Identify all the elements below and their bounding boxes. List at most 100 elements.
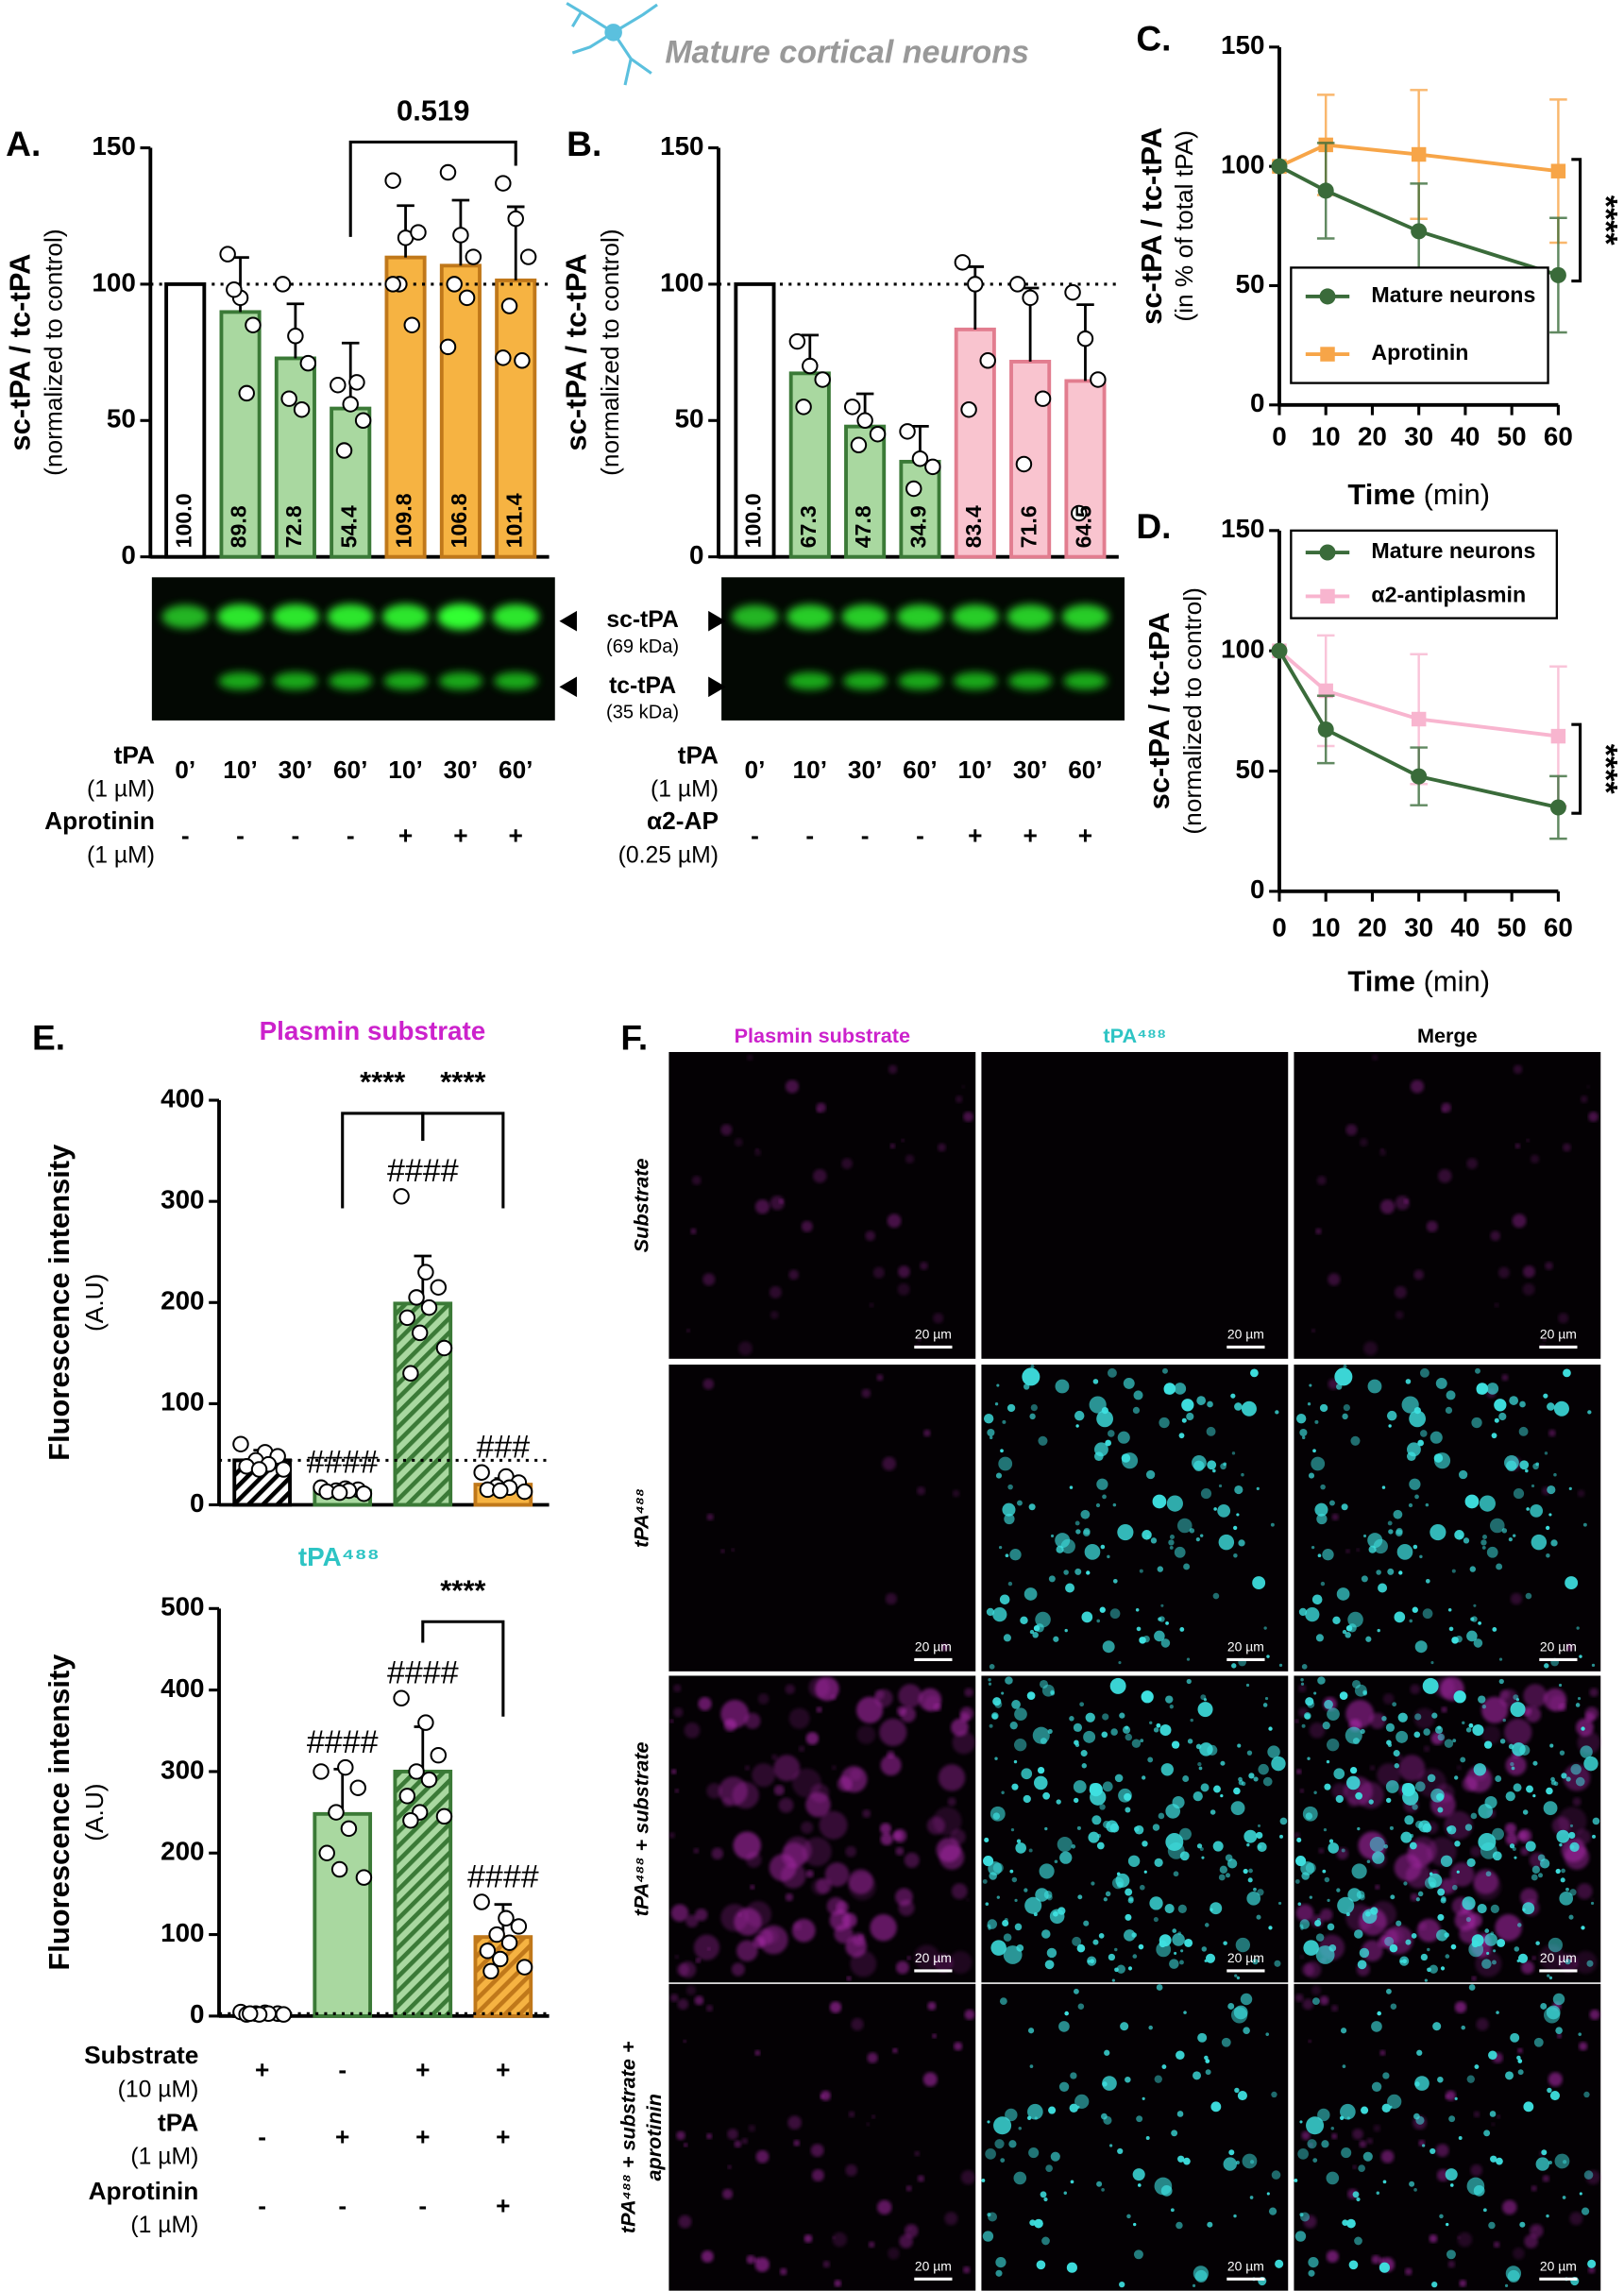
substrate-signal (872, 1266, 885, 1279)
tpa-signal (1339, 1691, 1348, 1700)
tpa-signal (1547, 1485, 1556, 1495)
tpa-signal (1466, 2177, 1485, 2196)
condition-sublabel: (1 µM) (651, 777, 719, 803)
substrate-signal (1319, 1995, 1329, 2006)
tpa-signal (1582, 1522, 1587, 1527)
panel-label: B. (567, 124, 601, 163)
tpa-signal (1274, 1960, 1281, 1967)
tpa-signal (1301, 1663, 1308, 1670)
tpa-signal (1547, 2087, 1552, 2094)
tpa-signal (1168, 1539, 1175, 1546)
tpa-signal (1510, 1761, 1514, 1767)
substrate-signal (1395, 1310, 1404, 1319)
tpa-signal (1159, 1723, 1172, 1737)
tpa-signal (1473, 1604, 1477, 1607)
substrate-signal (801, 1220, 813, 1232)
significance-label: **** (1587, 195, 1623, 246)
tpa-signal (1182, 1775, 1190, 1782)
substrate-signal (1356, 1548, 1360, 1552)
tpa-signal (1317, 2108, 1330, 2122)
tpa-signal (1223, 1941, 1227, 1945)
tpa-signal (1307, 1756, 1311, 1760)
blot-band (327, 603, 374, 630)
substrate-signal (811, 2169, 824, 2182)
tpa-signal (1478, 1621, 1481, 1625)
tpa-signal (1591, 1663, 1596, 1668)
tpa-signal (1073, 1780, 1087, 1793)
condition-value: - (338, 2056, 347, 2084)
substrate-signal (706, 2133, 713, 2140)
substrate-signal (1352, 2164, 1357, 2169)
substrate-signal (1505, 1832, 1518, 1846)
tpa-signal (1342, 2064, 1346, 2068)
substrate-signal (1331, 1783, 1347, 1799)
tpa-signal (1581, 1726, 1585, 1731)
substrate-signal (808, 1676, 830, 1699)
substrate-signal (727, 2129, 738, 2140)
x-tick-label: 30 (1404, 422, 1433, 451)
substrate-signal (793, 2140, 801, 2147)
tpa-signal (1316, 1513, 1328, 1525)
blot-band (787, 604, 834, 630)
substrate-signal (1495, 1914, 1522, 1942)
y-axis-label: sc-tPA / tc-tPA (560, 254, 593, 451)
substrate-signal (1531, 2185, 1537, 2192)
tpa-signal (1453, 1690, 1466, 1704)
tpa-signal (1070, 2180, 1074, 2184)
blot-band (952, 604, 999, 630)
tpa-signal (1003, 1933, 1012, 1942)
tpa-signal (1555, 2027, 1563, 2034)
tpa-signal (1335, 1383, 1343, 1390)
tpa-signal (1237, 2091, 1247, 2101)
tpa-signal (1483, 1740, 1493, 1749)
substrate-signal (805, 1791, 831, 1818)
tpa-signal (1377, 2011, 1381, 2016)
tpa-signal (1004, 1918, 1008, 1922)
substrate-signal (898, 1265, 910, 1279)
tpa-signal (1478, 1833, 1497, 1852)
tpa-signal (1513, 1488, 1525, 1500)
data-point (1317, 721, 1334, 738)
substrate-signal (769, 1285, 782, 1298)
tpa-signal (1498, 1412, 1507, 1421)
bar-annotation: #### (387, 1153, 459, 1189)
substrate-signal (1308, 2039, 1311, 2044)
substrate-signal (1510, 1592, 1523, 1605)
tpa-signal (1368, 1799, 1374, 1805)
tpa-signal (1050, 2151, 1060, 2162)
scale-bar-label: 20 µm (915, 1327, 952, 1342)
tpa-signal (1198, 1766, 1203, 1771)
data-point (1411, 223, 1428, 240)
tpa-signal (982, 1878, 988, 1884)
bar (164, 281, 207, 559)
tpa-signal (994, 2139, 1005, 2149)
tpa-signal (1525, 1841, 1536, 1852)
tpa-signal (999, 1997, 1007, 2006)
substrate-signal (1326, 2249, 1339, 2263)
substrate-signal (880, 1755, 902, 1776)
tpa-signal (1033, 1775, 1048, 1790)
tpa-signal (1104, 2049, 1110, 2056)
substrate-signal (727, 2164, 732, 2169)
tpa-signal (1177, 2155, 1185, 2163)
tpa-signal (1326, 1759, 1330, 1764)
tpa-signal (1045, 2164, 1053, 2172)
tpa-signal (994, 1402, 999, 1406)
tpa-signal (1142, 1841, 1148, 1847)
tpa-signal (1210, 1902, 1223, 1915)
tpa-signal (1248, 1868, 1253, 1874)
tpa-signal (1389, 1825, 1394, 1830)
substrate-signal (1404, 2267, 1413, 2276)
tpa-signal (1422, 1823, 1432, 1833)
tpa-signal (1125, 1807, 1131, 1813)
tpa-signal (1073, 1722, 1083, 1732)
tpa-signal (1317, 1553, 1322, 1558)
tpa-signal (1016, 1500, 1023, 1506)
tpa-signal (1414, 1640, 1428, 1654)
tpa-signal (1300, 1678, 1304, 1682)
tpa-signal (1196, 1843, 1203, 1849)
substrate-signal (1308, 2143, 1313, 2147)
tpa-signal (1256, 1831, 1263, 1840)
substrate-signal (1589, 2009, 1600, 2020)
tpa-signal (1016, 1943, 1024, 1952)
